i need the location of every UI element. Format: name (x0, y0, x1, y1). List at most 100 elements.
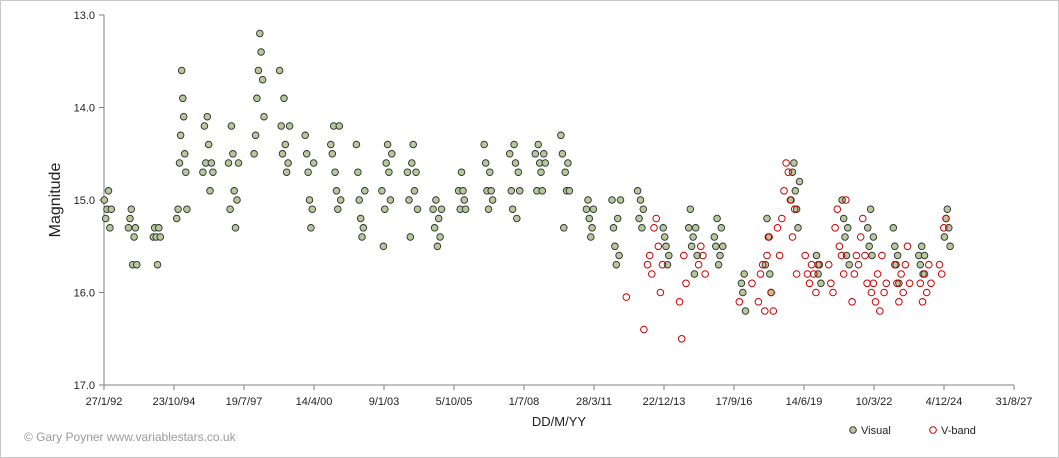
visual-point (505, 150, 514, 158)
visual-point (328, 150, 337, 158)
visual-point (229, 150, 237, 158)
visual-point (587, 233, 595, 241)
visual-point (558, 150, 567, 158)
visual-point (260, 112, 268, 121)
visual-point (432, 196, 440, 204)
v-band-point (871, 298, 880, 306)
visual-point (511, 159, 520, 167)
v-band-point (895, 298, 903, 306)
legend-label-visual: Visual (861, 425, 891, 437)
visual-point (199, 168, 207, 176)
v-band-point (837, 251, 846, 260)
visual-point (457, 168, 466, 176)
visual-point (940, 233, 949, 241)
visual-point (920, 251, 929, 260)
visual-point (794, 224, 802, 232)
x-tick-label: 19/7/97 (226, 396, 263, 408)
visual-point (332, 187, 341, 195)
visual-point (844, 224, 852, 232)
visual-point (308, 205, 317, 213)
visual-point (302, 150, 311, 158)
visual-point (891, 242, 899, 251)
v-band-point (835, 242, 844, 251)
visual-point (403, 168, 412, 176)
v-band-point (701, 270, 709, 278)
visual-point (812, 251, 821, 260)
visual-point (740, 270, 748, 278)
v-band-point (935, 260, 944, 269)
visual-point (382, 159, 390, 167)
visual-point (180, 150, 189, 158)
visual-point (541, 159, 550, 167)
visual-point (405, 196, 413, 204)
visual-point (436, 233, 444, 241)
visual-point (537, 168, 545, 176)
visual-point (358, 233, 366, 241)
v-band-point (773, 224, 782, 232)
v-band-point (824, 260, 833, 269)
visual-point (379, 242, 388, 251)
visual-point (633, 187, 642, 195)
v-band-point (675, 298, 684, 306)
visual-point (355, 196, 363, 204)
visual-point (206, 187, 214, 195)
visual-point (334, 205, 342, 213)
x-ticks: 27/1/92 23/10/94 19/7/97 14/4/00 9/1/03 5/10/… (86, 385, 1032, 408)
visual-point (893, 251, 902, 260)
v-band-point (656, 288, 665, 297)
visual-point (130, 233, 138, 241)
visual-point (253, 94, 261, 103)
v-band-point (801, 251, 810, 260)
v-band-point (677, 335, 686, 343)
visual-point (386, 196, 395, 204)
visual-point (175, 159, 184, 167)
visual-point (865, 242, 873, 251)
x-tick-label: 5/10/05 (436, 396, 473, 408)
visual-point (863, 224, 872, 232)
visual-point (182, 168, 190, 176)
visual-point (716, 251, 724, 260)
visual-point (713, 214, 721, 223)
v-band-point (788, 233, 797, 241)
v-band-point (682, 279, 690, 288)
visual-point (412, 168, 420, 176)
v-band-point (878, 251, 886, 260)
v-band-point (905, 279, 914, 288)
visual-point (795, 177, 804, 186)
visual-point (100, 196, 109, 204)
visual-point (845, 260, 853, 269)
visual-point (889, 224, 898, 232)
visual-point (307, 224, 315, 232)
visual-point (560, 224, 568, 232)
visual-point (488, 196, 497, 204)
visual-point (564, 159, 572, 167)
visual-point (224, 159, 233, 167)
v-band-point (918, 298, 927, 306)
visual-point (588, 224, 596, 232)
v-band-point (876, 307, 884, 315)
visual-point (309, 159, 318, 167)
v-band-point (867, 288, 876, 297)
visual-point (234, 159, 243, 167)
visual-point (409, 140, 417, 149)
visual-point (693, 251, 701, 260)
visual-point (301, 131, 309, 140)
v-band-point (780, 187, 788, 195)
visual-point (792, 205, 801, 213)
visual-point (686, 205, 695, 213)
v-band-point (775, 251, 784, 260)
visual-point (429, 205, 437, 213)
visual-point (430, 224, 439, 232)
visual-point (582, 205, 591, 213)
visual-point (172, 214, 181, 223)
credit-text: © Gary Poyner www.variablestars.co.uk (24, 430, 237, 444)
visual-point (335, 122, 344, 130)
visual-point (791, 187, 800, 195)
v-band-point (812, 288, 820, 297)
v-band-point (854, 260, 863, 269)
visual-point (538, 187, 547, 195)
visual-point (282, 168, 291, 176)
v-band-point (792, 270, 801, 278)
x-tick-label: 22/12/13 (643, 396, 686, 408)
visual-point (946, 242, 954, 251)
